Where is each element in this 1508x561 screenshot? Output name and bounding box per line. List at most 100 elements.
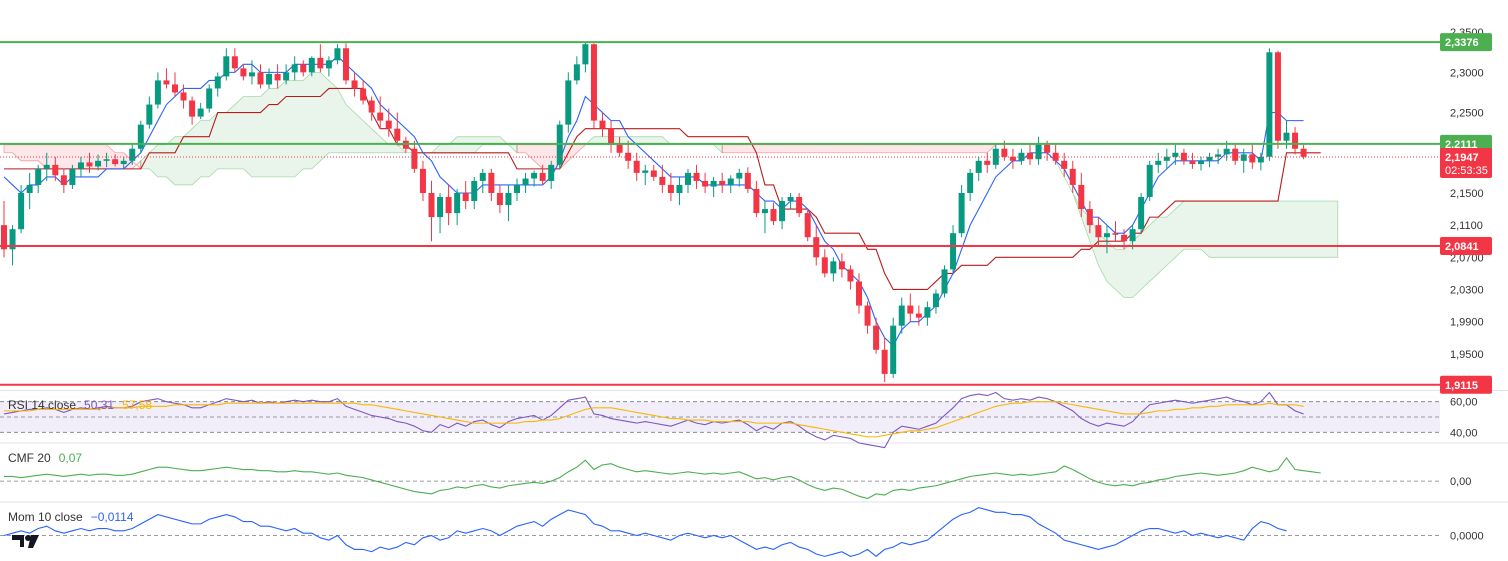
candle-body[interactable]	[445, 197, 452, 214]
candle-body[interactable]	[582, 44, 589, 65]
candle-body[interactable]	[1266, 52, 1273, 157]
candle-body[interactable]	[60, 175, 67, 185]
candle-body[interactable]	[334, 48, 341, 61]
candle-body[interactable]	[1283, 132, 1290, 141]
candle-body[interactable]	[26, 184, 33, 193]
candle-body[interactable]	[189, 100, 196, 117]
candle-body[interactable]	[257, 72, 264, 85]
candle-body[interactable]	[881, 349, 888, 374]
candle-body[interactable]	[394, 128, 401, 141]
tradingview-logo[interactable]	[12, 535, 39, 548]
candle-body[interactable]	[496, 192, 503, 206]
candle-body[interactable]	[1215, 154, 1222, 157]
candle-body[interactable]	[419, 168, 426, 193]
candle-body[interactable]	[1069, 168, 1076, 185]
candle-body[interactable]	[172, 84, 178, 93]
candle-body[interactable]	[667, 184, 674, 193]
candle-body[interactable]	[266, 73, 273, 85]
candle-body[interactable]	[1189, 160, 1196, 165]
candle-body[interactable]	[95, 160, 102, 167]
candle-body[interactable]	[967, 172, 974, 193]
candle-body[interactable]	[129, 148, 136, 161]
candle-body[interactable]	[1, 225, 7, 250]
candle-body[interactable]	[924, 307, 931, 318]
candle-body[interactable]	[368, 100, 375, 113]
candle-body[interactable]	[941, 269, 948, 294]
candle-body[interactable]	[197, 108, 204, 117]
candle-body[interactable]	[804, 213, 811, 238]
candle-body[interactable]	[1001, 148, 1008, 157]
candle-body[interactable]	[1232, 148, 1239, 161]
candle-body[interactable]	[1172, 152, 1179, 157]
candle-body[interactable]	[608, 128, 615, 145]
candle-body[interactable]	[659, 176, 666, 185]
candle-body[interactable]	[1198, 160, 1204, 165]
candle-body[interactable]	[1274, 52, 1281, 141]
candle-body[interactable]	[847, 269, 854, 282]
candle-body[interactable]	[479, 172, 486, 181]
candle-body[interactable]	[437, 197, 444, 218]
candle-body[interactable]	[103, 159, 110, 161]
candle-body[interactable]	[958, 192, 965, 234]
level-price-label[interactable]	[1440, 236, 1492, 255]
candle-body[interactable]	[573, 64, 580, 81]
candle-body[interactable]	[702, 180, 709, 187]
candle-body[interactable]	[1027, 152, 1033, 160]
candle-body[interactable]	[360, 88, 367, 101]
candle-body[interactable]	[274, 73, 281, 81]
candle-body[interactable]	[1078, 184, 1085, 210]
candle-body[interactable]	[1103, 233, 1110, 238]
candle-body[interactable]	[736, 172, 743, 179]
candle-body[interactable]	[505, 192, 512, 206]
candle-body[interactable]	[385, 120, 392, 129]
candle-body[interactable]	[693, 172, 700, 181]
candle-body[interactable]	[744, 172, 751, 189]
candle-body[interactable]	[1095, 225, 1102, 238]
candle-body[interactable]	[864, 305, 871, 326]
candle-body[interactable]	[915, 313, 922, 318]
candle-body[interactable]	[650, 170, 657, 177]
candle-body[interactable]	[821, 257, 828, 274]
candle-body[interactable]	[590, 44, 597, 121]
candle-body[interactable]	[633, 160, 640, 173]
cmf-legend[interactable]: CMF 20 0,07	[8, 451, 82, 465]
candle-body[interactable]	[548, 164, 555, 181]
candle-body[interactable]	[154, 80, 161, 105]
candle-body[interactable]	[779, 201, 786, 222]
candle-body[interactable]	[9, 229, 16, 250]
price-pane[interactable]	[0, 41, 1440, 386]
candle-body[interactable]	[514, 184, 520, 193]
candle-body[interactable]	[35, 168, 42, 185]
candle-body[interactable]	[180, 92, 187, 101]
candle-body[interactable]	[522, 178, 529, 185]
candle-body[interactable]	[1249, 154, 1256, 163]
candle-body[interactable]	[137, 124, 144, 149]
candle-body[interactable]	[343, 48, 349, 81]
candle-body[interactable]	[565, 80, 572, 125]
candle-body[interactable]	[248, 72, 255, 77]
candle-body[interactable]	[291, 64, 298, 73]
candle-body[interactable]	[856, 281, 862, 306]
candle-body[interactable]	[283, 72, 290, 81]
candle-body[interactable]	[539, 172, 546, 181]
candle-body[interactable]	[223, 56, 230, 77]
candle-body[interactable]	[1155, 160, 1162, 165]
candle-body[interactable]	[317, 57, 324, 69]
candle-body[interactable]	[642, 170, 649, 173]
level-price-label[interactable]	[1440, 33, 1492, 52]
candle-body[interactable]	[112, 159, 119, 165]
candle-body[interactable]	[616, 144, 623, 153]
candle-body[interactable]	[787, 197, 794, 202]
candle-body[interactable]	[351, 80, 358, 89]
candle-body[interactable]	[1180, 152, 1187, 161]
candle-body[interactable]	[1035, 144, 1042, 160]
rsi-legend[interactable]: RSI 14 close 50,31 57,58	[8, 398, 152, 412]
candle-body[interactable]	[325, 60, 332, 69]
candle-body[interactable]	[52, 164, 59, 176]
candle-body[interactable]	[1018, 152, 1025, 161]
candle-body[interactable]	[120, 160, 127, 165]
candle-body[interactable]	[727, 178, 734, 185]
candle-body[interactable]	[86, 162, 93, 167]
candle-body[interactable]	[1146, 164, 1153, 198]
